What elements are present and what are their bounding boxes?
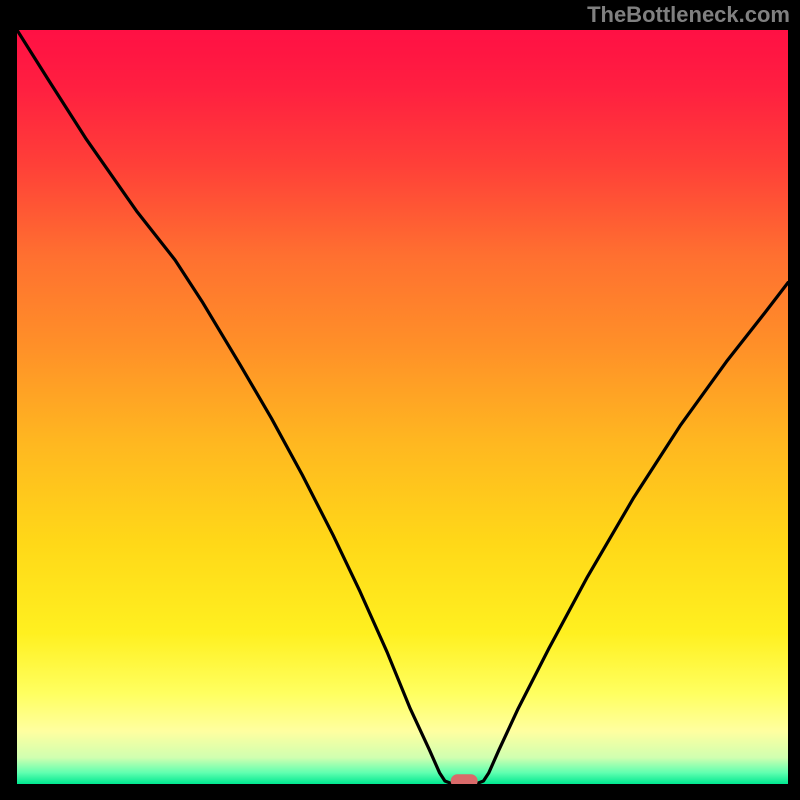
gradient-background xyxy=(17,30,788,784)
watermark-text: TheBottleneck.com xyxy=(587,2,790,28)
bottleneck-chart xyxy=(17,30,788,784)
optimal-point-marker xyxy=(451,774,478,784)
chart-svg xyxy=(17,30,788,784)
chart-container: { "watermark": { "text": "TheBottleneck.… xyxy=(0,0,800,800)
